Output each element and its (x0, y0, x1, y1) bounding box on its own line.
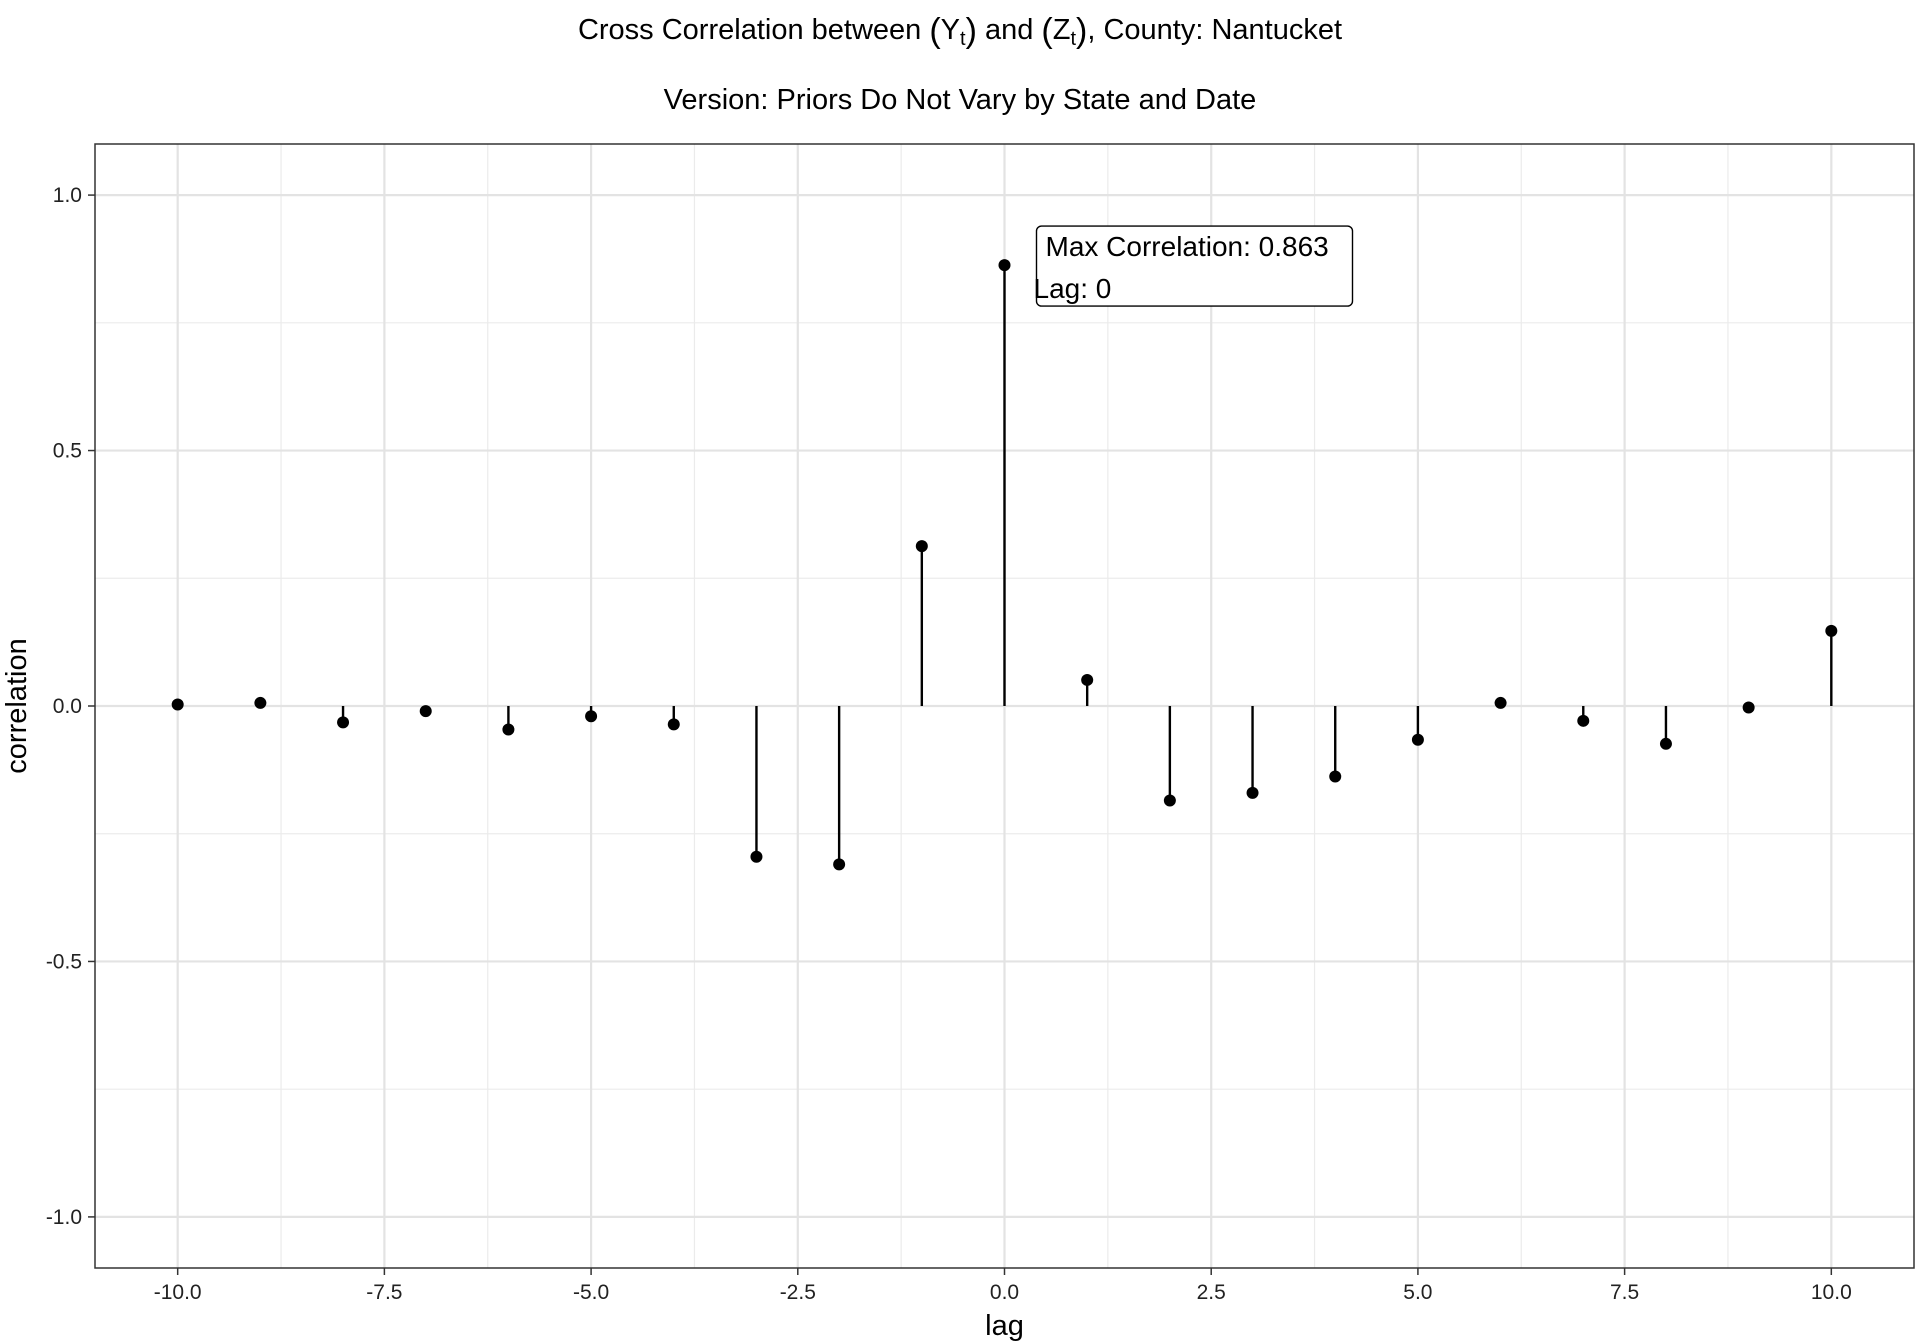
point-lag--10 (171, 698, 184, 711)
title-y-subscript: t (960, 28, 966, 50)
x-tick-label: 10.0 (1811, 1281, 1852, 1304)
point-lag--1 (915, 540, 928, 553)
x-tick-label: -7.5 (366, 1281, 402, 1304)
point-lag-4 (1329, 770, 1342, 783)
x-tick-label: 2.5 (1197, 1281, 1226, 1304)
title-y-symbol: Y (940, 14, 961, 46)
title-open-paren-y: ( (929, 12, 941, 50)
point-lag--4 (667, 718, 680, 731)
point-lag-3 (1246, 786, 1259, 799)
annotation-line-1: Max Correlation: 0.863 (1046, 231, 1329, 262)
y-tick-label: 0.5 (53, 440, 82, 463)
x-tick-label: -5.0 (573, 1281, 609, 1304)
max-correlation-annotation: Max Correlation: 0.863 Lag: 0 (1034, 225, 1354, 307)
title-and: and (976, 14, 1042, 46)
y-axis-label: correlation (1, 638, 33, 773)
point-lag--8 (337, 716, 350, 729)
point-lag--6 (502, 723, 515, 736)
point-lag-2 (1163, 794, 1176, 807)
y-tick-label: -0.5 (46, 950, 82, 973)
x-tick-label: -2.5 (780, 1281, 816, 1304)
point-lag--9 (254, 696, 267, 709)
y-tick-label: 0.0 (53, 695, 82, 718)
point-lag--7 (419, 705, 432, 718)
chart-title: Cross Correlation between (Yt) and (Zt),… (0, 12, 1920, 51)
point-lag-7 (1577, 714, 1590, 727)
point-lag-0 (998, 259, 1011, 272)
title-open-paren-z: ( (1041, 12, 1053, 50)
x-axis-label: lag (985, 1310, 1024, 1342)
point-lag--3 (750, 850, 763, 863)
y-tick-label: -1.0 (46, 1206, 82, 1229)
title-close-paren-z: ) (1076, 12, 1088, 50)
annotation-line-2: Lag: 0 (1034, 273, 1112, 304)
point-lag-8 (1659, 737, 1672, 750)
annotation-box (1035, 225, 1354, 307)
point-lag-10 (1825, 624, 1838, 637)
title-suffix: , County: Nantucket (1087, 14, 1343, 46)
point-lag-6 (1494, 696, 1507, 709)
title-close-paren-y: ) (965, 12, 977, 50)
x-tick-label: -10.0 (154, 1281, 202, 1304)
point-lag-1 (1081, 673, 1094, 686)
point-lag--2 (833, 858, 846, 871)
chart-subtitle: Version: Priors Do Not Vary by State and… (663, 84, 1257, 116)
point-lag-9 (1742, 701, 1755, 714)
title-prefix: Cross Correlation between (577, 14, 930, 46)
point-lag--5 (585, 710, 598, 723)
title-z-symbol: Z (1052, 14, 1071, 46)
title-z-subscript: t (1070, 28, 1077, 50)
x-tick-label: 7.5 (1610, 1281, 1639, 1304)
point-lag-5 (1411, 733, 1424, 746)
x-tick-label: 5.0 (1403, 1281, 1432, 1304)
y-tick-label: 1.0 (53, 184, 82, 207)
x-tick-label: 0.0 (990, 1281, 1019, 1304)
